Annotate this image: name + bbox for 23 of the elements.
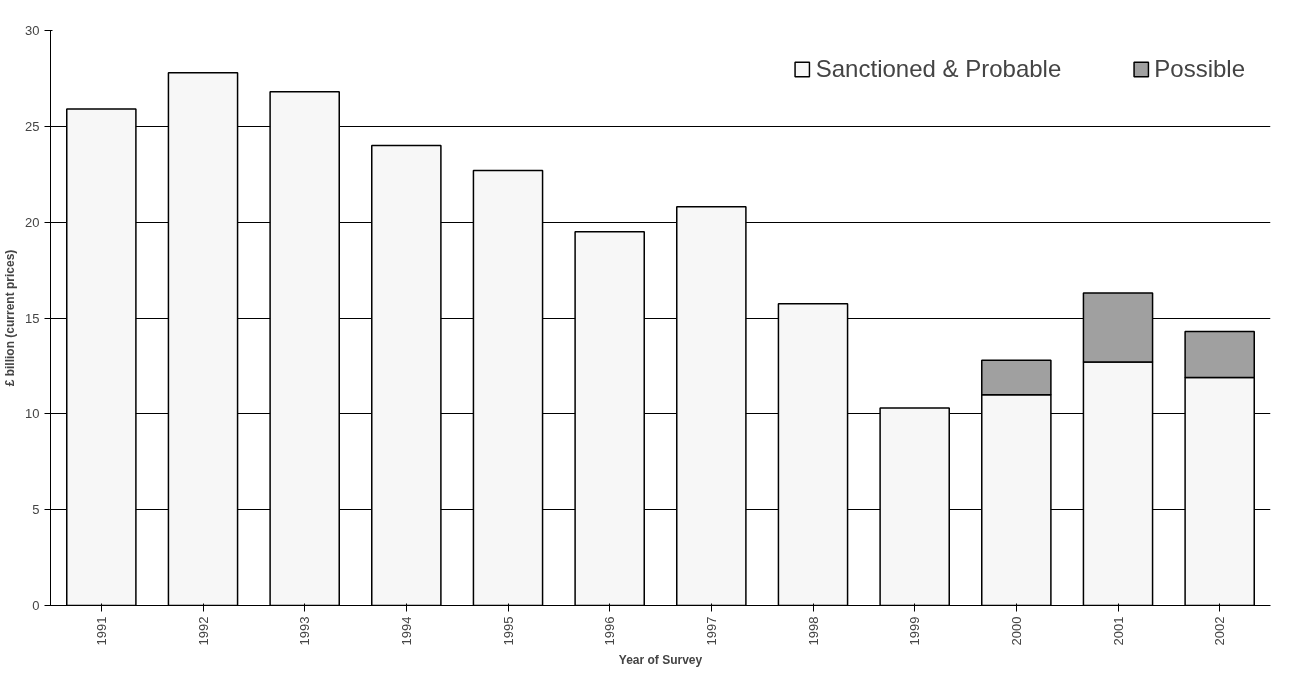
x-tick-label: 1991 [93, 616, 109, 646]
x-tick-label: 1999 [907, 616, 923, 646]
y-tick-label: 25 [25, 118, 40, 134]
y-tick-label: 0 [32, 598, 40, 613]
y-tick-label: 20 [25, 214, 40, 230]
legend-label: Possible [1154, 55, 1245, 83]
y-tick-label: 30 [25, 23, 40, 38]
x-tick-label: 1994 [398, 616, 414, 646]
y-axis-title: £ billion (current prices) [3, 249, 18, 387]
x-tick-label: 1997 [703, 616, 719, 646]
y-tick-label: 15 [25, 310, 40, 326]
x-tick-label: 1995 [500, 616, 516, 646]
x-tick-label: 1998 [805, 616, 821, 646]
legend-label: Sanctioned & Probable [815, 55, 1062, 83]
x-tick-label: 2001 [1110, 616, 1126, 646]
x-tick-label: 2002 [1212, 616, 1228, 646]
x-tick-label: 1996 [602, 616, 618, 646]
x-tick-label: 2000 [1008, 616, 1024, 646]
y-tick-label: 5 [32, 502, 40, 518]
x-axis-title: Year of Survey [618, 653, 703, 668]
x-tick-label: 1992 [195, 616, 211, 646]
x-tick-label: 1993 [297, 616, 313, 646]
y-tick-label: 10 [25, 406, 40, 422]
